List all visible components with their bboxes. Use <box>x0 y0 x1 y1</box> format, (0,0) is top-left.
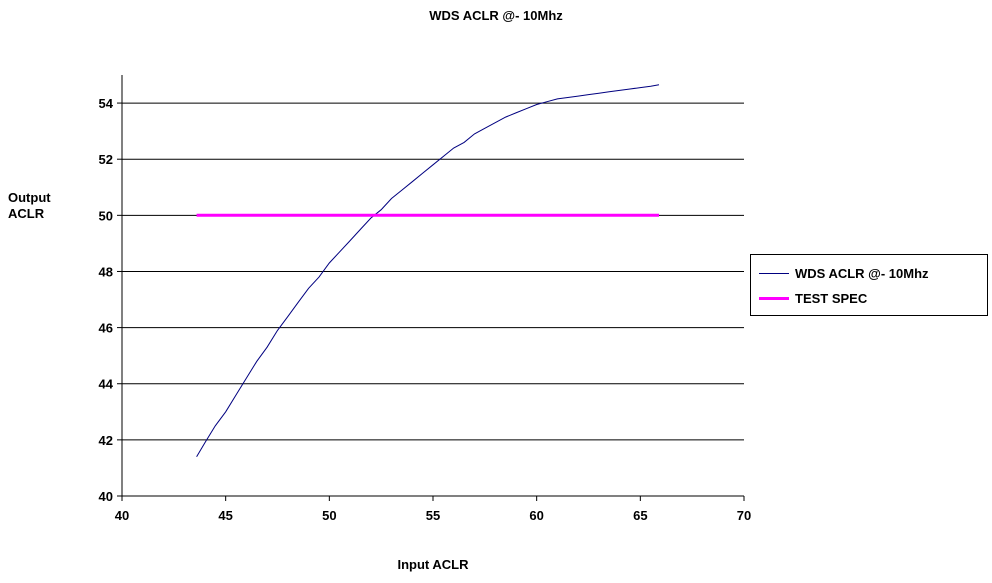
y-tick-label-42: 42 <box>99 433 113 448</box>
legend-item-series-1: WDS ACLR @- 10Mhz <box>759 263 929 283</box>
axes <box>117 75 745 501</box>
legend-swatch-series-2 <box>759 296 789 300</box>
y-tick-labels: 40 42 44 46 48 50 52 54 <box>99 96 114 504</box>
y-tick-label-50: 50 <box>99 208 113 223</box>
legend-label-series-1: WDS ACLR @- 10Mhz <box>795 265 929 281</box>
legend-swatch-series-1 <box>759 272 789 274</box>
y-tick-label-52: 52 <box>99 152 113 167</box>
x-tick-label-65: 65 <box>633 508 647 523</box>
y-tick-label-54: 54 <box>99 96 114 111</box>
legend-label-series-2: TEST SPEC <box>795 290 868 306</box>
series-line-1 <box>196 84 660 457</box>
x-axis-label: Input ACLR <box>397 557 469 572</box>
x-tick-labels: 40 45 50 55 60 65 70 <box>115 508 751 523</box>
x-tick-label-60: 60 <box>529 508 543 523</box>
legend: WDS ACLR @- 10Mhz TEST SPEC <box>750 254 988 316</box>
y-axis-label-line-1: Output <box>8 190 51 205</box>
y-axis-label-line-2: ACLR <box>8 206 45 221</box>
x-tick-label-40: 40 <box>115 508 129 523</box>
x-tick-label-70: 70 <box>737 508 751 523</box>
x-tick-label-55: 55 <box>426 508 440 523</box>
gridlines <box>122 102 744 441</box>
x-tick-label-50: 50 <box>322 508 336 523</box>
series-lines <box>196 84 660 457</box>
y-tick-label-46: 46 <box>99 321 113 336</box>
chart-title: WDS ACLR @- 10Mhz <box>429 8 563 23</box>
y-tick-label-48: 48 <box>99 264 113 279</box>
legend-item-series-2: TEST SPEC <box>759 288 867 308</box>
y-axis-label: Output ACLR <box>8 190 68 222</box>
y-tick-label-40: 40 <box>99 489 113 504</box>
y-tick-label-44: 44 <box>99 377 114 392</box>
x-tick-label-45: 45 <box>218 508 232 523</box>
